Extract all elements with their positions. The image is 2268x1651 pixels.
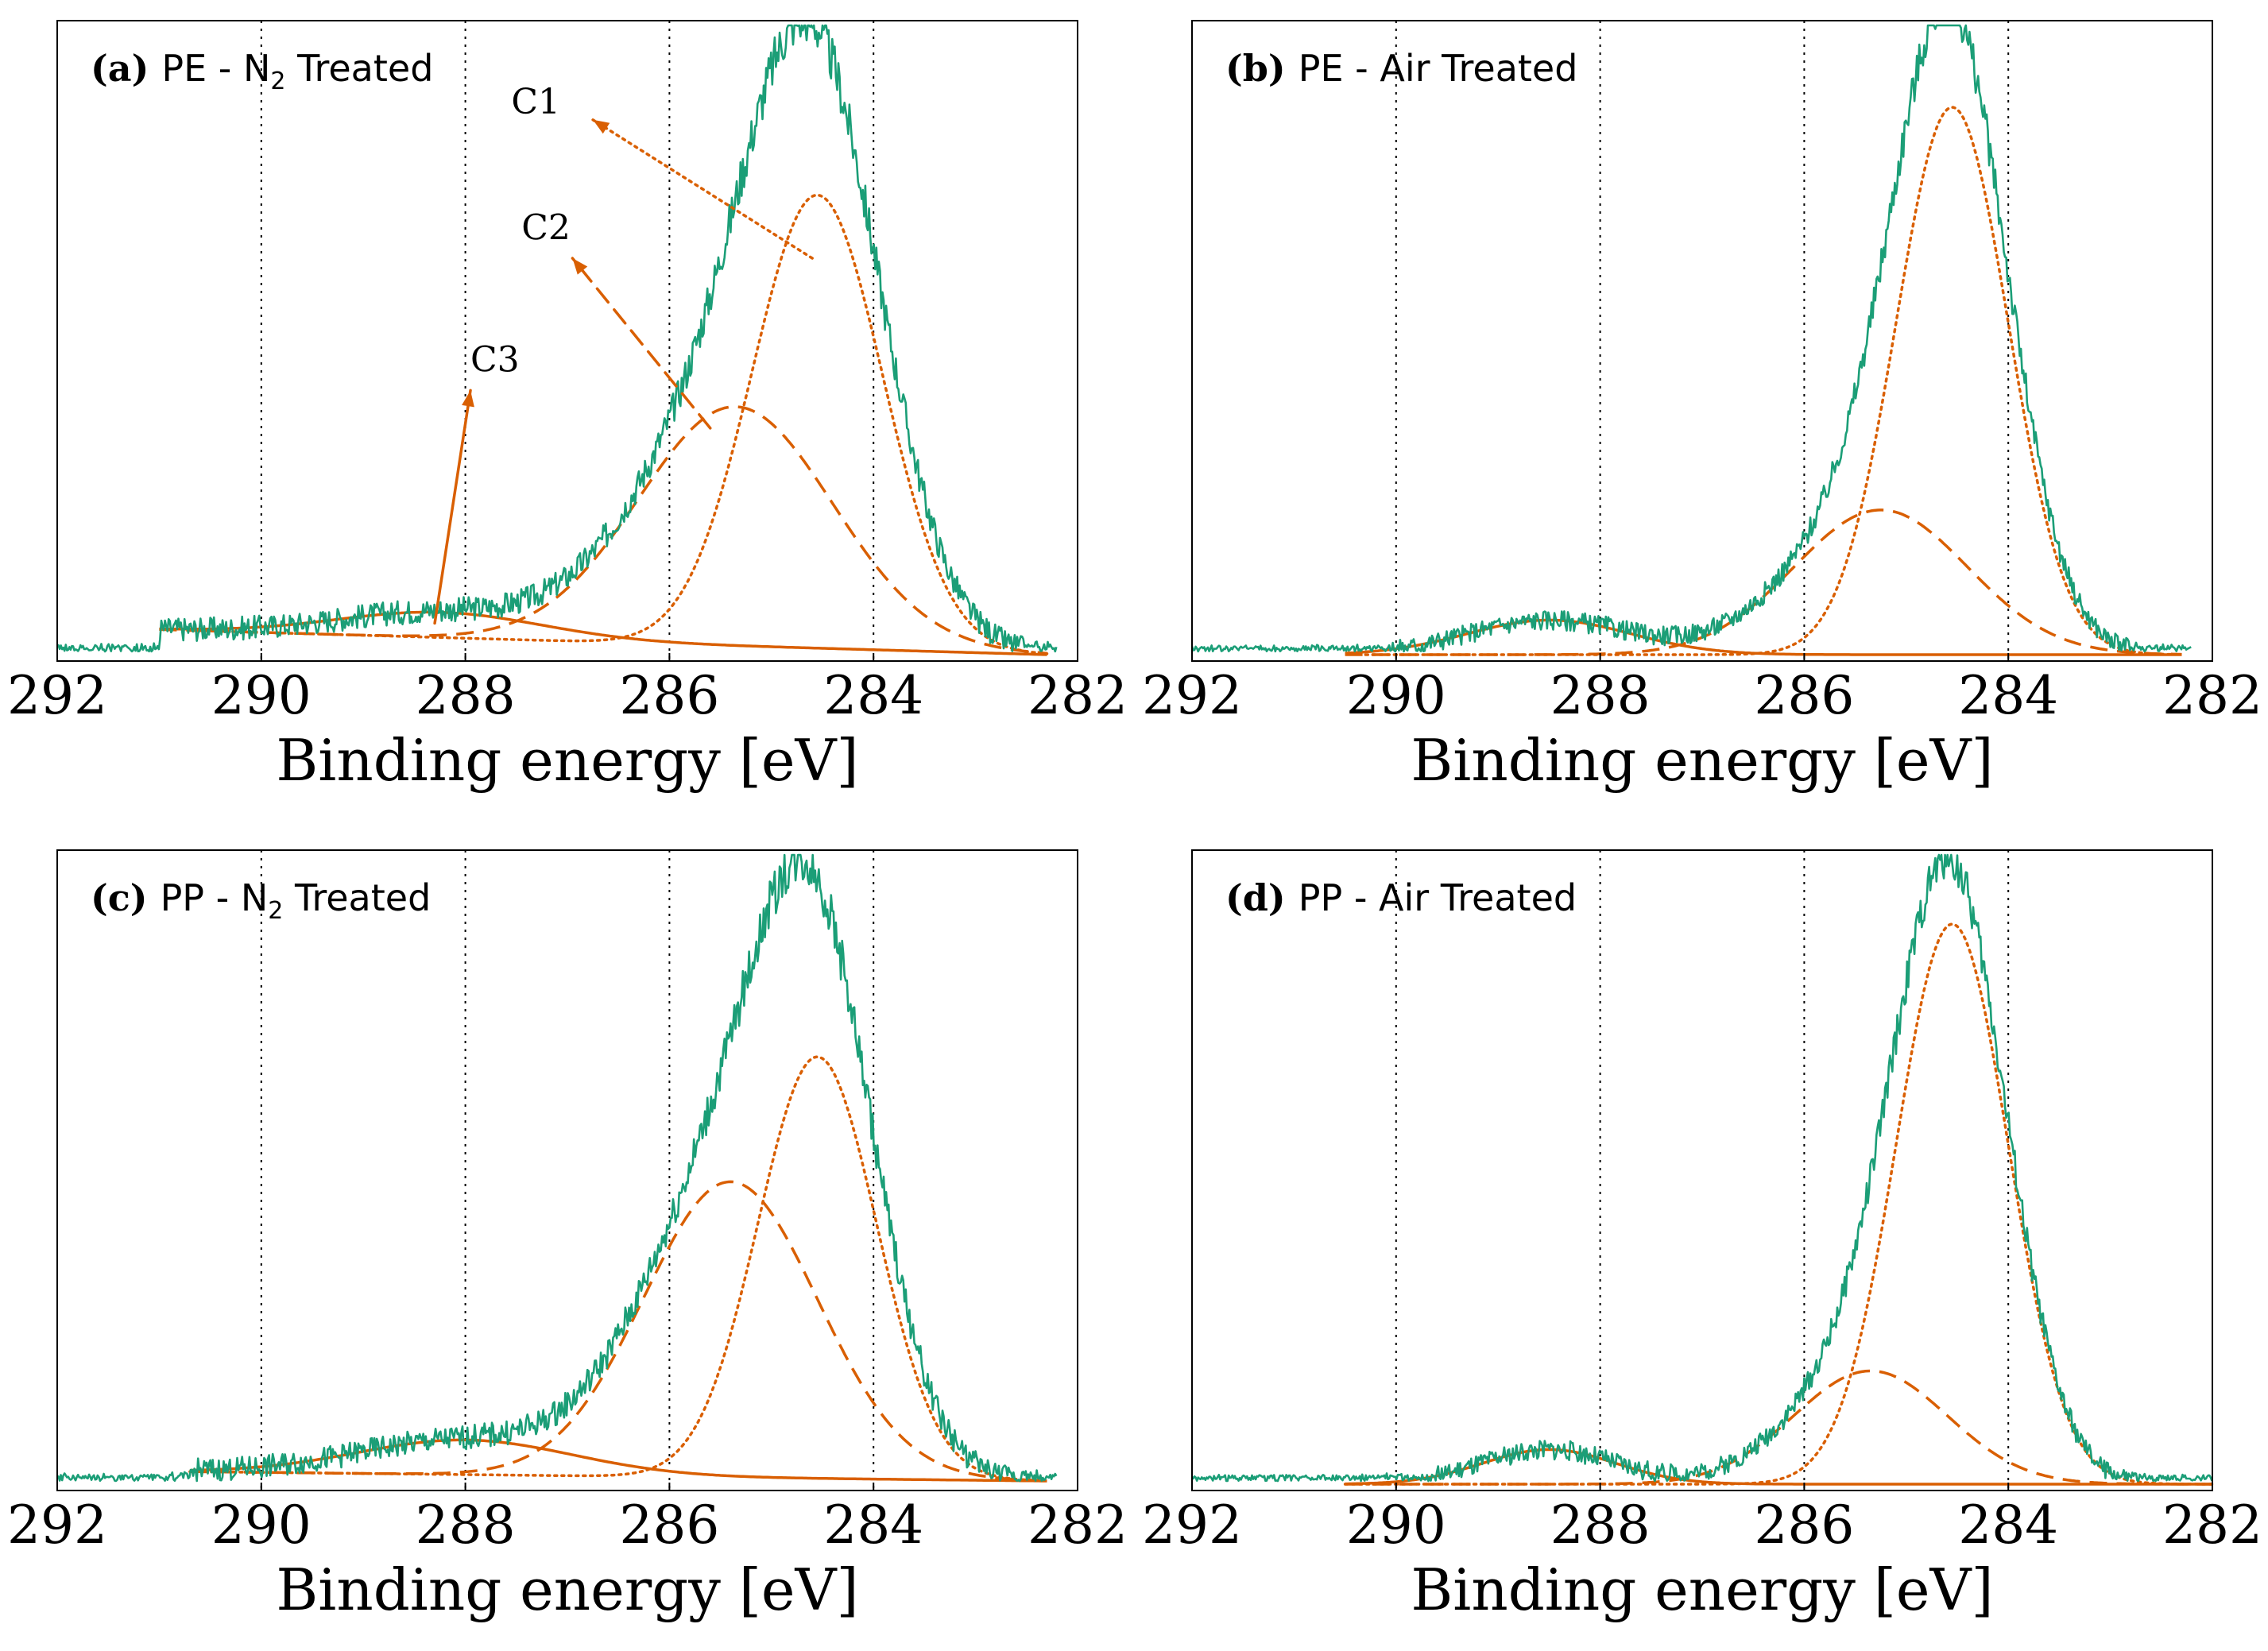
panel-name: PP - Air Treated	[1298, 876, 1577, 919]
x-tick-label-292: 292	[1142, 1494, 1242, 1556]
x-tick-label-292: 292	[1142, 665, 1242, 726]
annotation-arrow-c1	[591, 118, 814, 260]
panel-letter: (b)	[1225, 47, 1298, 90]
panel-title: (c) PP - N2 Treated	[91, 876, 431, 925]
x-tick-label-284: 284	[823, 665, 923, 726]
x-tick-label-290: 290	[211, 665, 312, 726]
x-tick-label-288: 288	[1550, 1494, 1651, 1556]
x-tick-label-290: 290	[1346, 1494, 1446, 1556]
x-tick-label-288: 288	[1550, 665, 1651, 726]
panel-title: (d) PP - Air Treated	[1225, 876, 1577, 919]
plot-frame	[1191, 20, 2213, 662]
x-tick-label-284: 284	[1958, 1494, 2058, 1556]
x-axis-label: Binding energy [eV]	[1411, 727, 1993, 794]
x-tick-label-282: 282	[2162, 1494, 2262, 1556]
x-axis-label: Binding energy [eV]	[276, 1556, 858, 1623]
x-tick-label-286: 286	[619, 1494, 719, 1556]
panel-name: PE - N	[161, 47, 270, 90]
panel-title: (b) PE - Air Treated	[1225, 47, 1577, 90]
x-tick-label-286: 286	[619, 665, 719, 726]
annotation-label-c2: C2	[521, 207, 571, 248]
panel-letter: (a)	[91, 47, 161, 90]
x-tick-label-282: 282	[1028, 1494, 1128, 1556]
panel-name: PE - Air Treated	[1298, 47, 1578, 90]
component-c2-line	[189, 1180, 1047, 1483]
x-tick-label-292: 292	[7, 1494, 107, 1556]
annotation-arrowhead-c3	[462, 390, 474, 408]
x-tick-label-290: 290	[211, 1494, 312, 1556]
panel-letter: (c)	[91, 876, 161, 919]
x-tick-label-286: 286	[1754, 665, 1854, 726]
x-tick-label-286: 286	[1754, 1494, 1854, 1556]
plot-frame	[56, 849, 1078, 1491]
x-axis-label: Binding energy [eV]	[276, 727, 858, 794]
annotation-label-c3: C3	[470, 340, 520, 381]
annotation-label-c1: C1	[511, 82, 560, 122]
panel-name-subscript: 2	[268, 897, 283, 925]
component-c1-line	[188, 193, 1049, 655]
panel-letter: (d)	[1225, 876, 1298, 919]
panel-a: 292 290 288 286 284 282 Binding energy [eV] (a)…	[7, 20, 1128, 794]
component-c1-line	[1364, 106, 2184, 656]
annotation-arrow-c3	[433, 389, 472, 625]
x-axis-label: Binding energy [eV]	[1411, 1556, 1993, 1623]
raw-spectrum-line	[56, 24, 1058, 653]
x-tick-label-282: 282	[2162, 665, 2262, 726]
panel-d: 292 290 288 286 284 282 Binding energy [eV] (d)…	[1142, 849, 2262, 1623]
annotation-arrow-c2	[571, 257, 712, 430]
x-tick-label-288: 288	[416, 1494, 516, 1556]
panel-b: 292 290 288 286 284 282 Binding energy [eV] (b)…	[1142, 20, 2262, 794]
x-tick-label-282: 282	[1028, 665, 1128, 726]
plot-frame	[56, 20, 1078, 662]
panel-c: 292 290 288 286 284 282 Binding energy [eV] (c)…	[7, 849, 1128, 1623]
plot-frame	[1191, 849, 2213, 1491]
x-tick-label-292: 292	[7, 665, 107, 726]
panel-title: (a) PE - N2 Treated	[91, 47, 433, 95]
annotation-arrowhead-c2	[572, 258, 588, 275]
x-tick-label-284: 284	[823, 1494, 923, 1556]
panel-name-subscript: 2	[270, 68, 285, 95]
annotation-arrowhead-c1	[593, 119, 610, 134]
raw-spectrum-line	[56, 853, 1058, 1483]
x-tick-label-288: 288	[416, 665, 516, 726]
raw-spectrum-line	[1190, 24, 2192, 653]
panel-name-rest: Treated	[283, 876, 431, 919]
component-c3-line	[159, 610, 1047, 656]
raw-spectrum-line	[1190, 853, 2213, 1483]
component-c1-line	[1343, 922, 2214, 1486]
panel-name-rest: Treated	[286, 47, 434, 90]
x-tick-label-284: 284	[1958, 665, 2058, 726]
panel-name: PP - N	[161, 876, 269, 919]
x-tick-label-290: 290	[1346, 665, 1446, 726]
component-c1-line	[188, 1055, 1049, 1483]
